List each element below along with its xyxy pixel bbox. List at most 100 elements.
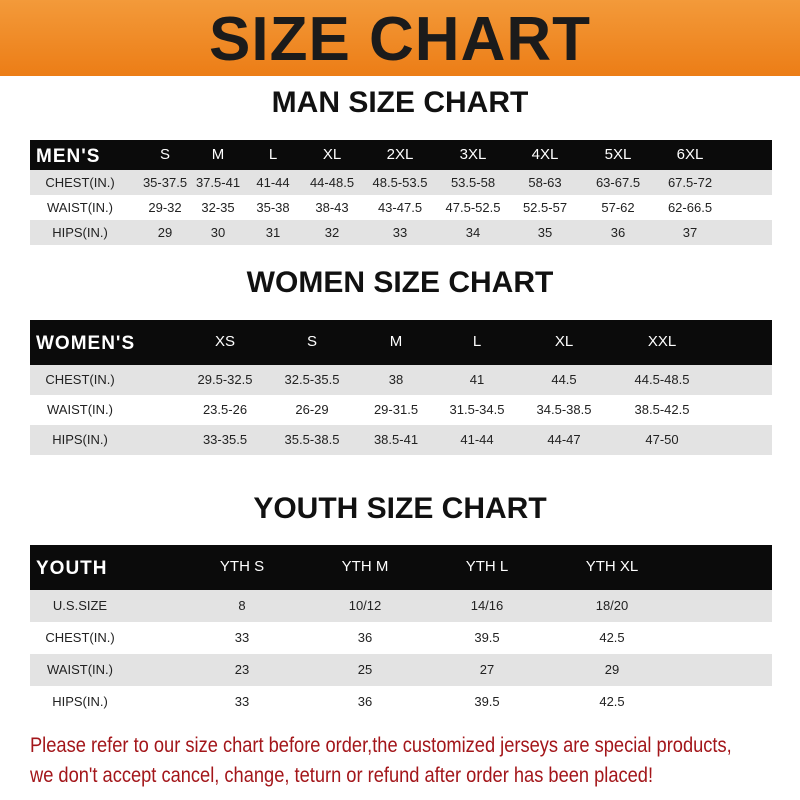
table-cell: 32 (324, 225, 340, 240)
table-header-row: MEN'S S M L XL 2XL 3XL 4XL 5XL 6XL (30, 140, 772, 170)
table-cell: 2XL (386, 146, 414, 163)
table-cell: 33-35.5 (202, 432, 248, 447)
women-size-table: WOMEN'S XS S M L XL XXL CHEST(IN.) 29.5-32.5 32.5… (30, 320, 772, 455)
table-cell: 32.5-35.5 (284, 372, 340, 387)
table-cell: 23.5-26 (202, 402, 248, 417)
table-row: WAIST(IN.) 23.5-26 26-29 29-31.5 31.5-34.5 34… (30, 395, 772, 425)
table-cell: YTH M (341, 558, 389, 575)
table-cell: 6XL (676, 146, 704, 163)
table-cell: 27 (479, 662, 495, 677)
table-cell: 23 (234, 662, 250, 677)
table-cell: 4XL (531, 146, 559, 163)
table-cell: 42.5 (599, 630, 625, 645)
table-cell: 33 (234, 694, 250, 709)
row-label: HIPS(IN.) (52, 225, 108, 240)
table-cell: 43-47.5 (377, 200, 423, 215)
table-cell: 35 (537, 225, 553, 240)
table-cell: 25 (357, 662, 373, 677)
table-row: CHEST(IN.) 35-37.5 37.5-41 41-44 44-48.5 48.5… (30, 170, 772, 195)
row-label: WAIST(IN.) (47, 662, 113, 677)
row-label: YOUTH (36, 558, 108, 579)
table-cell: L (268, 146, 278, 163)
table-cell: 34.5-38.5 (536, 402, 592, 417)
table-cell: XXL (647, 333, 677, 350)
table-row: HIPS(IN.) 33 36 39.5 42.5 (30, 686, 772, 718)
table-cell: 47-50 (645, 432, 679, 447)
banner-title: SIZE CHART (209, 5, 591, 74)
table-cell: 44-47 (547, 432, 581, 447)
table-cell: YTH L (465, 558, 509, 575)
table-row: U.S.SIZE 8 10/12 14/16 18/20 (30, 590, 772, 622)
table-cell: 44-48.5 (309, 175, 355, 190)
table-cell: 38 (388, 372, 404, 387)
table-cell: 41-44 (256, 175, 290, 190)
table-cell: 33 (234, 630, 250, 645)
table-cell: S (306, 333, 318, 350)
men-size-table: MEN'S S M L XL 2XL 3XL 4XL 5XL 6XL CHEST(IN.) 35-37… (30, 140, 772, 245)
table-cell: 67.5-72 (667, 175, 713, 190)
table-cell: 30 (210, 225, 226, 240)
table-cell: 62-66.5 (667, 200, 713, 215)
table-cell: 31.5-34.5 (449, 402, 505, 417)
table-cell: 35-37.5 (142, 175, 188, 190)
table-row: HIPS(IN.) 29 30 31 32 33 34 35 36 37 (30, 220, 772, 245)
row-label: HIPS(IN.) (52, 694, 108, 709)
table-cell: 29-32 (148, 200, 182, 215)
table-cell: YTH S (219, 558, 265, 575)
row-label: CHEST(IN.) (45, 630, 115, 645)
table-cell: 41 (469, 372, 485, 387)
row-label: MEN'S (36, 146, 101, 167)
row-label: WAIST(IN.) (47, 200, 113, 215)
table-cell: 37 (682, 225, 698, 240)
table-cell: 53.5-58 (450, 175, 496, 190)
table-cell: M (389, 333, 403, 350)
table-cell: 44.5 (551, 372, 577, 387)
table-row: WAIST(IN.) 23 25 27 29 (30, 654, 772, 686)
table-cell: YTH XL (585, 558, 639, 575)
table-cell: 36 (357, 694, 373, 709)
table-cell: 42.5 (599, 694, 625, 709)
table-cell: 29 (604, 662, 620, 677)
table-cell: 57-62 (601, 200, 635, 215)
notice-line-1: Please refer to our size chart before or… (30, 734, 732, 757)
table-cell: XL (322, 146, 342, 163)
table-cell: 52.5-57 (522, 200, 568, 215)
table-cell: 63-67.5 (595, 175, 641, 190)
table-cell: 38.5-41 (373, 432, 419, 447)
table-cell: 38-43 (315, 200, 349, 215)
table-cell: 44.5-48.5 (634, 372, 690, 387)
table-cell: 18/20 (595, 598, 629, 613)
table-row: WAIST(IN.) 29-32 32-35 35-38 38-43 43-47.5 47.… (30, 195, 772, 220)
table-cell: 32-35 (201, 200, 235, 215)
table-row: HIPS(IN.) 33-35.5 35.5-38.5 38.5-41 41-44 44-… (30, 425, 772, 455)
table-cell: XL (554, 333, 574, 350)
table-cell: XS (214, 333, 236, 350)
youth-size-table: YOUTH YTH S YTH M YTH L YTH XL U.S.SIZE 8 10/12… (30, 545, 772, 718)
table-cell: 8 (238, 598, 246, 613)
table-cell: L (472, 333, 482, 350)
size-chart-banner: SIZE CHART (0, 0, 800, 76)
table-cell: 38.5-42.5 (634, 402, 690, 417)
table-row: CHEST(IN.) 29.5-32.5 32.5-35.5 38 41 44.5 44.5… (30, 365, 772, 395)
row-label: WOMEN'S (36, 333, 136, 354)
table-header-row: WOMEN'S XS S M L XL XXL (30, 320, 772, 365)
row-label: WAIST(IN.) (47, 402, 113, 417)
table-cell: 39.5 (474, 694, 500, 709)
table-cell: 5XL (604, 146, 632, 163)
table-cell: 14/16 (470, 598, 504, 613)
table-cell: 26-29 (295, 402, 329, 417)
table-cell: 33 (392, 225, 408, 240)
table-cell: 39.5 (474, 630, 500, 645)
table-cell: 36 (610, 225, 626, 240)
table-cell: 29.5-32.5 (197, 372, 253, 387)
table-cell: S (159, 146, 171, 163)
table-cell: 41-44 (460, 432, 494, 447)
table-row: CHEST(IN.) 33 36 39.5 42.5 (30, 622, 772, 654)
table-header-row: YOUTH YTH S YTH M YTH L YTH XL (30, 545, 772, 590)
youth-section-title: YOUTH SIZE CHART (253, 492, 547, 525)
row-label: CHEST(IN.) (45, 372, 115, 387)
table-cell: 34 (465, 225, 481, 240)
women-section-title: WOMEN SIZE CHART (246, 266, 554, 299)
table-cell: 31 (265, 225, 281, 240)
table-cell: 48.5-53.5 (372, 175, 428, 190)
